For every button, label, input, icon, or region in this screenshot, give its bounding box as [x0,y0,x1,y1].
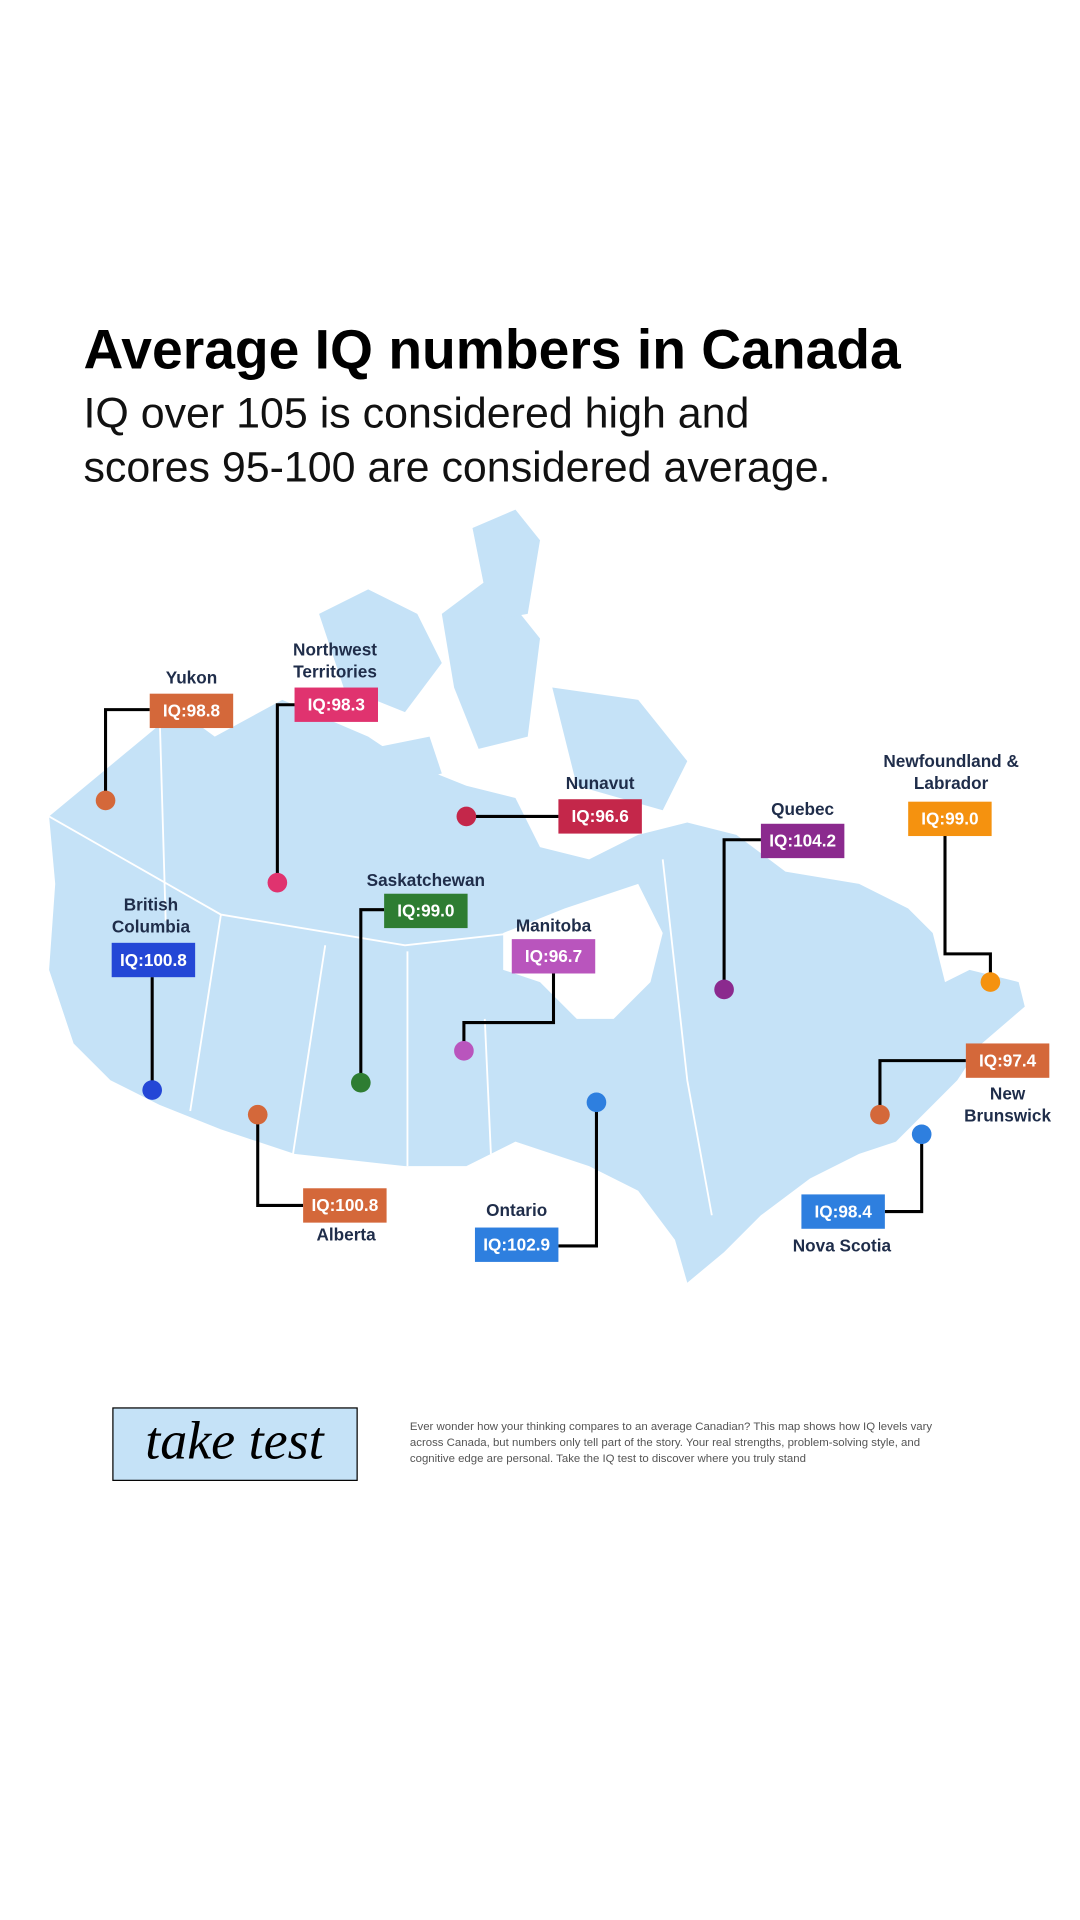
iq-box [111,942,196,978]
region-dot [586,1092,607,1113]
region-name: Nova Scotia [793,1236,892,1256]
connector [943,836,992,983]
region-name: Quebec [771,799,834,819]
iq-label: IQ:98.3 [308,694,365,714]
title: Average IQ numbers in Canada [83,318,902,380]
region-dot [95,790,116,811]
region-name: Manitoba [516,915,592,935]
region-name: British [124,895,178,915]
region-dot [267,872,288,893]
land [319,589,442,713]
province-border [48,712,713,1216]
iq-label: IQ:96.6 [571,806,628,826]
connector [359,908,385,1083]
region-name: Newfoundland & [883,751,1018,771]
connector [462,973,556,1051]
iq-box [558,799,642,834]
iq-label: IQ:96.7 [525,946,582,966]
description: cognitive edge are personal. Take the IQ… [410,1453,806,1465]
connector [722,838,761,990]
connector [275,703,295,883]
iq-box [908,801,992,837]
region-dot [714,979,734,1000]
region-name: Columbia [112,917,191,937]
land [441,577,540,749]
take-test-button[interactable] [112,1407,358,1481]
region-dot [351,1072,371,1093]
iq-label: IQ:102.9 [483,1234,550,1254]
iq-label: IQ:97.4 [979,1050,1037,1070]
iq-box [801,1194,885,1229]
region-dot [247,1104,268,1125]
iq-box [511,939,596,974]
iq-label: IQ:100.8 [120,950,187,970]
region-dot [456,806,477,827]
region-dot [142,1080,162,1100]
iq-box [474,1227,559,1262]
region-name: Territories [293,661,377,681]
iq-box [760,823,845,859]
subtitle: IQ over 105 is considered high and [83,389,749,437]
connector [256,1114,304,1207]
iq-box [965,1043,1050,1078]
iq-box [294,687,378,722]
connector [558,1102,598,1248]
region-dot [454,1041,474,1061]
iq-label: IQ:100.8 [311,1195,378,1215]
land [552,687,688,811]
land [368,736,442,786]
region-name: Alberta [317,1225,377,1245]
region-name: Ontario [486,1200,547,1220]
region-name: New [990,1084,1026,1104]
iq-label: IQ:104.2 [769,831,836,851]
region-dot [980,972,1001,992]
iq-box [303,1188,387,1223]
iq-box [149,693,234,729]
region-dot [911,1124,932,1145]
iq-box [384,893,468,929]
description: across Canada, but numbers only tell par… [410,1437,920,1449]
subtitle: scores 95-100 are considered average. [83,443,830,491]
region-name: Saskatchewan [367,870,485,890]
region-name: Brunswick [964,1106,1051,1126]
iq-label: IQ:98.8 [163,701,221,721]
region-dot [870,1104,890,1125]
region-name: Yukon [166,667,218,687]
region-name: Northwest [293,639,377,659]
connector [104,708,150,801]
iq-label: IQ:99.0 [397,901,454,921]
description: Ever wonder how your thinking compares t… [410,1421,933,1433]
map [48,509,1025,1283]
land [49,699,1025,1283]
button-label[interactable]: take test [145,1410,325,1470]
iq-label: IQ:98.4 [814,1201,872,1221]
land [472,509,540,621]
iq-label: IQ:99.0 [921,809,978,829]
connector [878,1059,966,1115]
region-name: Labrador [914,773,989,793]
region-name: Nunavut [566,773,635,793]
connector [884,1134,924,1214]
